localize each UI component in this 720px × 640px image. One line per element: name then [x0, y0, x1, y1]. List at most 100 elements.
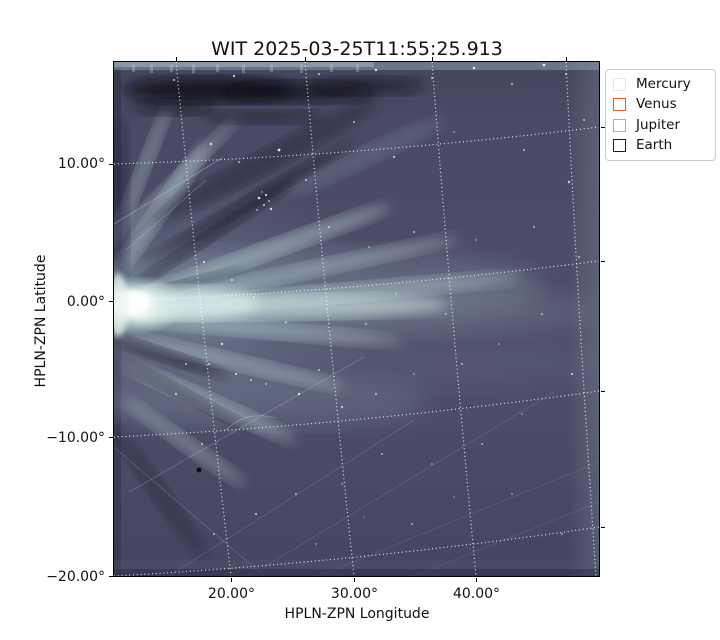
star [253, 296, 255, 298]
star [263, 204, 265, 206]
star [256, 209, 258, 211]
legend-box: Mercury Venus Jupiter Earth [605, 69, 716, 161]
y-tick-label: 0.00° [66, 293, 105, 310]
bright-source [114, 273, 259, 337]
star [431, 77, 433, 79]
star [209, 142, 213, 146]
legend-item-jupiter: Jupiter [613, 115, 708, 136]
star [277, 148, 281, 152]
star [381, 453, 383, 455]
wcs-grid [114, 62, 599, 576]
star [533, 226, 535, 228]
star [318, 369, 320, 371]
x-axis-label: HPLN-ZPN Longitude [284, 606, 430, 622]
star [257, 196, 261, 200]
right-tick [601, 526, 605, 529]
star [201, 443, 203, 445]
star [475, 239, 477, 241]
dark-spot [196, 467, 202, 473]
legend-label: Jupiter [636, 116, 681, 133]
x-tick-label: 20.00° [207, 586, 256, 602]
star [363, 516, 365, 518]
star [368, 246, 370, 248]
star [374, 68, 378, 72]
star [202, 260, 206, 264]
star [392, 155, 396, 159]
plot-area [113, 61, 600, 577]
star [542, 63, 546, 67]
legend-swatch-mercury [613, 77, 626, 91]
star [570, 372, 574, 376]
y-tick [109, 163, 113, 166]
star [318, 73, 320, 75]
star [231, 279, 233, 281]
star [521, 413, 523, 415]
x-tick-label: 40.00° [452, 586, 501, 602]
star [481, 443, 483, 445]
top-tick [304, 57, 307, 61]
right-tick [601, 260, 605, 263]
right-tick [601, 126, 605, 129]
star [208, 363, 210, 365]
star [285, 321, 287, 323]
star [472, 66, 476, 70]
x-tick-label: 30.00° [330, 586, 379, 602]
y-tick-label: −20.00° [46, 568, 105, 585]
star [431, 463, 433, 465]
star [250, 379, 252, 381]
star [511, 83, 513, 85]
star [185, 363, 187, 365]
y-tick [109, 575, 113, 578]
bottom-edge-band [114, 560, 599, 576]
legend-label: Mercury [636, 75, 691, 92]
star [445, 313, 447, 315]
star [453, 131, 455, 133]
star [234, 372, 238, 376]
legend-label: Venus [636, 96, 677, 113]
heliospheric-image [114, 62, 599, 576]
star [340, 405, 344, 409]
star [365, 323, 367, 325]
star [413, 373, 415, 375]
y-tick [109, 300, 113, 303]
legend-item-venus: Venus [613, 95, 708, 116]
legend-items: Mercury Venus Jupiter Earth [613, 74, 708, 156]
legend-swatch-venus [613, 98, 626, 112]
legend-swatch-jupiter [613, 118, 626, 132]
star [315, 543, 317, 545]
star [173, 79, 175, 81]
star [461, 363, 463, 365]
legend-item-mercury: Mercury [613, 74, 708, 95]
satellite-trails [114, 157, 599, 576]
top-edge-band [114, 62, 599, 73]
y-tick-label: 10.00° [57, 156, 105, 173]
star [261, 191, 263, 193]
top-tick [175, 57, 178, 61]
longitude-gridline-40 [431, 62, 477, 576]
star [353, 121, 355, 123]
star [541, 313, 543, 315]
star [238, 161, 240, 163]
star [297, 392, 301, 396]
star [578, 256, 580, 258]
x-tick [230, 578, 233, 582]
star [523, 149, 525, 151]
star [453, 496, 455, 498]
star [268, 200, 270, 202]
star [174, 392, 178, 396]
y-tick-label: −10.00° [46, 429, 105, 446]
star-field [173, 63, 585, 545]
star [269, 207, 273, 211]
right-tick [601, 390, 605, 393]
star [561, 533, 563, 535]
star [295, 493, 297, 495]
star [583, 119, 585, 121]
star [511, 493, 513, 495]
star [264, 193, 268, 197]
star [265, 383, 267, 385]
x-tick [353, 578, 356, 582]
legend-swatch-earth [613, 139, 626, 153]
star [498, 343, 500, 345]
top-tick [565, 57, 568, 61]
